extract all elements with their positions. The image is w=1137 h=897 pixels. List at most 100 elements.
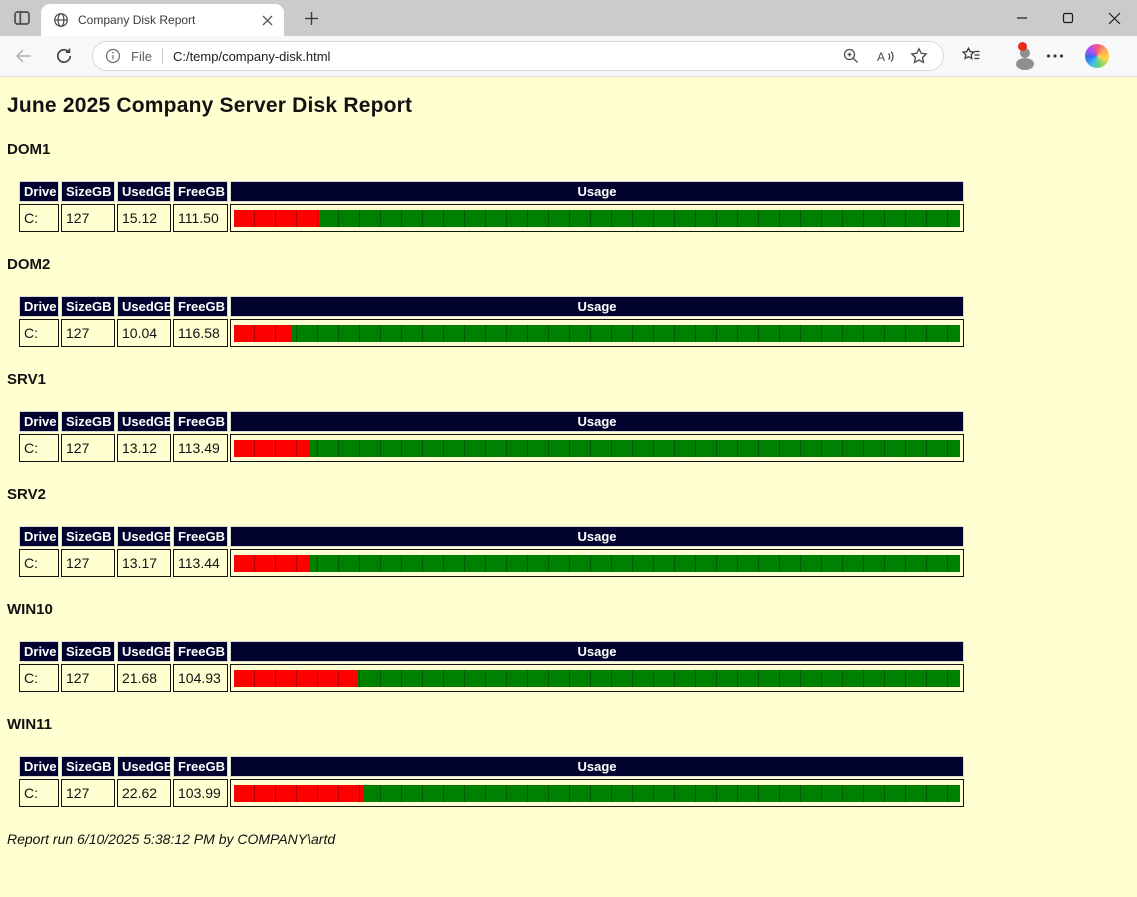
cell-drive: C: (19, 779, 59, 807)
address-divider (161, 48, 163, 64)
col-header-drive: Drive (19, 526, 59, 547)
header-row: Drive SizeGB UsedGB FreeGB Usage (19, 411, 964, 432)
notification-dot (1018, 42, 1027, 51)
col-header-usage: Usage (230, 296, 964, 317)
table-row: C: 127 21.68 104.93 (19, 664, 964, 692)
table-row: C: 127 13.17 113.44 (19, 549, 964, 577)
table-row: C: 127 22.62 103.99 (19, 779, 964, 807)
disk-table: Drive SizeGB UsedGB FreeGB Usage C: 127 … (17, 179, 966, 234)
new-tab-button[interactable] (298, 5, 324, 31)
minimize-button[interactable] (999, 0, 1045, 36)
server-name: DOM2 (7, 256, 51, 273)
cell-usedgb: 21.68 (117, 664, 171, 692)
cell-usage (230, 204, 964, 232)
server-name: SRV2 (7, 486, 46, 503)
header-row: Drive SizeGB UsedGB FreeGB Usage (19, 526, 964, 547)
col-header-usage: Usage (230, 526, 964, 547)
server-section-win11: WIN11 Drive SizeGB UsedGB FreeGB Usage C… (7, 716, 1127, 809)
col-header-usage: Usage (230, 411, 964, 432)
tab-actions-icon (12, 8, 32, 28)
usage-bar-free (363, 784, 960, 802)
usage-bar (234, 324, 960, 342)
table-row: C: 127 15.12 111.50 (19, 204, 964, 232)
favorites-hub-button[interactable] (956, 41, 986, 71)
close-icon (1108, 12, 1121, 25)
cell-usage (230, 319, 964, 347)
browser-tab[interactable]: Company Disk Report (41, 4, 284, 36)
settings-more-button[interactable] (1040, 41, 1070, 71)
cell-sizegb: 127 (61, 664, 115, 692)
disk-table: Drive SizeGB UsedGB FreeGB Usage C: 127 … (17, 294, 966, 349)
usage-bar-used (234, 324, 292, 342)
cell-usedgb: 10.04 (117, 319, 171, 347)
server-name: WIN11 (7, 716, 53, 733)
col-header-usedgb: UsedGB (117, 641, 173, 662)
tab-strip: Company Disk Report (0, 0, 1137, 36)
usage-bar-free (309, 554, 960, 572)
server-section-srv2: SRV2 Drive SizeGB UsedGB FreeGB Usage C:… (7, 486, 1127, 579)
disk-table: Drive SizeGB UsedGB FreeGB Usage C: 127 … (17, 524, 966, 579)
favorites-list-icon (960, 46, 982, 66)
url-text[interactable]: C:/temp/company-disk.html (172, 48, 331, 64)
server-name: SRV1 (7, 371, 46, 388)
zoom-in-button[interactable] (839, 44, 863, 68)
cell-usage (230, 434, 964, 462)
col-header-drive: Drive (19, 756, 59, 777)
col-header-drive: Drive (19, 296, 59, 317)
cell-usedgb: 15.12 (117, 204, 171, 232)
cell-freegb: 113.44 (173, 549, 228, 577)
read-aloud-button[interactable]: A (873, 44, 897, 68)
col-header-freegb: FreeGB (173, 181, 228, 202)
col-header-sizegb: SizeGB (61, 641, 115, 662)
usage-bar-segments (234, 324, 960, 342)
tab-close-button[interactable] (256, 9, 278, 31)
minimize-icon (1016, 12, 1028, 24)
profile-button[interactable] (998, 41, 1034, 71)
maximize-button[interactable] (1045, 0, 1091, 36)
table-row: C: 127 13.12 113.49 (19, 434, 964, 462)
close-icon (262, 15, 273, 26)
page-content: June 2025 Company Server Disk Report DOM… (0, 77, 1137, 897)
plus-icon (304, 11, 319, 26)
col-header-sizegb: SizeGB (61, 181, 115, 202)
address-bar[interactable]: File C:/temp/company-disk.html A (92, 41, 944, 71)
cell-usage (230, 549, 964, 577)
cell-usedgb: 13.17 (117, 549, 171, 577)
usage-bar-segments (234, 784, 960, 802)
close-window-button[interactable] (1091, 0, 1137, 36)
cell-drive: C: (19, 664, 59, 692)
col-header-drive: Drive (19, 411, 59, 432)
cell-sizegb: 127 (61, 434, 115, 462)
usage-bar-used (234, 554, 310, 572)
usage-bar-segments (234, 439, 960, 457)
page-title: June 2025 Company Server Disk Report (7, 94, 413, 117)
usage-bar-used (234, 209, 321, 227)
usage-bar-free (320, 209, 960, 227)
cell-freegb: 113.49 (173, 434, 228, 462)
refresh-button[interactable] (50, 42, 78, 70)
server-name: WIN10 (7, 601, 53, 618)
magnifier-plus-icon (842, 47, 860, 65)
header-row: Drive SizeGB UsedGB FreeGB Usage (19, 296, 964, 317)
report-footer: Report run 6/10/2025 5:38:12 PM by COMPA… (7, 831, 336, 847)
back-button[interactable] (10, 42, 38, 70)
info-icon[interactable] (105, 48, 121, 64)
cell-drive: C: (19, 549, 59, 577)
cell-freegb: 116.58 (173, 319, 228, 347)
usage-bar-used (234, 669, 358, 687)
col-header-freegb: FreeGB (173, 756, 228, 777)
cell-sizegb: 127 (61, 549, 115, 577)
globe-icon (53, 12, 69, 28)
copilot-button[interactable] (1082, 41, 1112, 71)
col-header-freegb: FreeGB (173, 641, 228, 662)
browser-toolbar: File C:/temp/company-disk.html A (0, 36, 1137, 77)
favorite-this-page-button[interactable] (907, 44, 931, 68)
server-section-dom1: DOM1 Drive SizeGB UsedGB FreeGB Usage C:… (7, 141, 1127, 234)
disk-table: Drive SizeGB UsedGB FreeGB Usage C: 127 … (17, 409, 966, 464)
disk-table: Drive SizeGB UsedGB FreeGB Usage C: 127 … (17, 754, 966, 809)
cell-sizegb: 127 (61, 779, 115, 807)
usage-bar (234, 784, 960, 802)
tab-actions-menu-button[interactable] (9, 5, 35, 31)
col-header-sizegb: SizeGB (61, 296, 115, 317)
